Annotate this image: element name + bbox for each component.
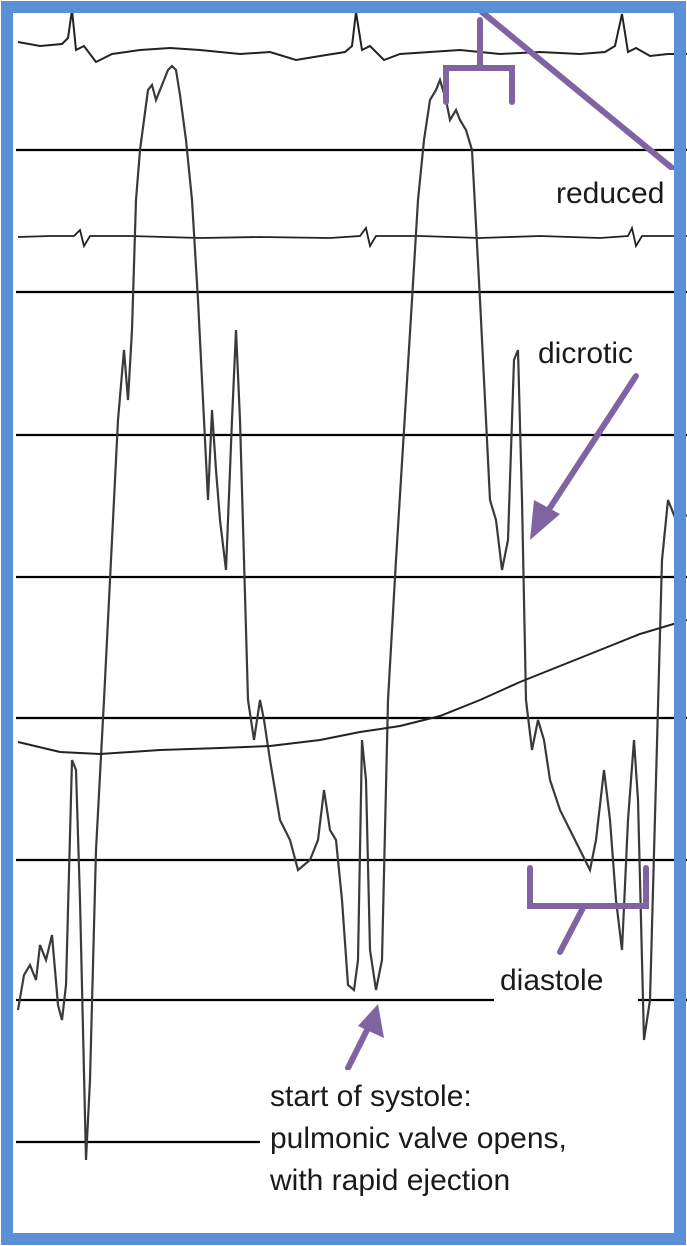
respiratory-trace (17, 619, 687, 756)
reduced-pointer-line (479, 9, 675, 171)
diastole-bracket (527, 865, 649, 909)
systole-arrowhead (358, 1004, 384, 1038)
dicrotic-arrow (539, 373, 639, 523)
dicrotic-arrowhead (530, 500, 560, 540)
diastole-label: diastole (500, 964, 603, 997)
systole-label-line1: start of systole: (270, 1080, 472, 1113)
reference-lines (16, 148, 687, 1144)
diastole-annotation (527, 865, 649, 955)
dicrotic-label-bg (530, 330, 687, 376)
dicrotic-label: dicrotic (538, 337, 633, 370)
systole-label-line2: pulmonic valve opens, (270, 1122, 567, 1155)
reduced-label: reduced (556, 177, 664, 210)
ecg-trace (17, 9, 687, 64)
ecg-trace-2 (17, 225, 687, 249)
pressure-waveform (16, 64, 687, 1161)
systole-arrow (345, 1021, 373, 1071)
systole-label-bg (262, 1070, 682, 1202)
diastole-bracket-stem (557, 903, 587, 955)
diastole-label-bg (494, 958, 638, 1004)
reduced-bracket (443, 65, 515, 105)
systole-label-line3: with rapid ejection (269, 1164, 510, 1197)
reduced-label-bg (548, 170, 687, 216)
reduced-annotation (443, 9, 675, 171)
